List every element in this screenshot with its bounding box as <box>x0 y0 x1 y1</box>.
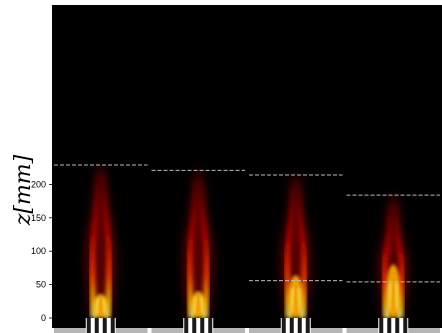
flame-shear-layer <box>100 174 112 319</box>
flame-shear-layer <box>187 180 199 319</box>
burner-nozzles <box>54 318 440 333</box>
burner-nozzle-4 <box>346 318 440 333</box>
flame-shear-layer <box>284 184 297 319</box>
burner-nozzle-3 <box>249 318 343 333</box>
heatmap-panel-2 <box>183 170 214 319</box>
flame-bright-edge <box>94 297 99 319</box>
burner-nozzle-2 <box>151 318 245 333</box>
flame-shear-layer <box>392 204 405 319</box>
flame-bright-edge <box>102 297 107 319</box>
y-tick-label: 0 <box>41 313 46 323</box>
y-axis-label: z[mm] <box>11 154 36 226</box>
flame-bright-edge <box>289 288 294 319</box>
y-axis: 0 50 100 150 200 <box>31 179 52 323</box>
flame-bright-edge <box>200 296 205 319</box>
heatmap-panel-1 <box>85 165 116 319</box>
heatmap-panel-3 <box>280 175 311 319</box>
plot-area <box>52 5 442 328</box>
flame-bright-edge <box>192 296 197 319</box>
flame-shear-layer <box>197 180 210 319</box>
flame-bright-edge <box>297 288 302 319</box>
flame-shear-layer <box>89 174 102 319</box>
heatmap-panel-4 <box>378 195 409 319</box>
burner-nozzle-1 <box>54 318 148 333</box>
y-tick-label: 200 <box>31 179 46 189</box>
reference-lines <box>54 164 440 283</box>
flame-bright-edge <box>387 282 392 319</box>
flame-shear-layer <box>382 204 394 319</box>
flame-shear-layer <box>295 184 307 319</box>
y-tick-label: 50 <box>36 280 46 290</box>
y-tick-label: 100 <box>31 246 46 256</box>
flame-bright-edge <box>395 282 400 319</box>
y-tick-label: 150 <box>31 213 46 223</box>
heatmap-panels <box>85 165 409 319</box>
